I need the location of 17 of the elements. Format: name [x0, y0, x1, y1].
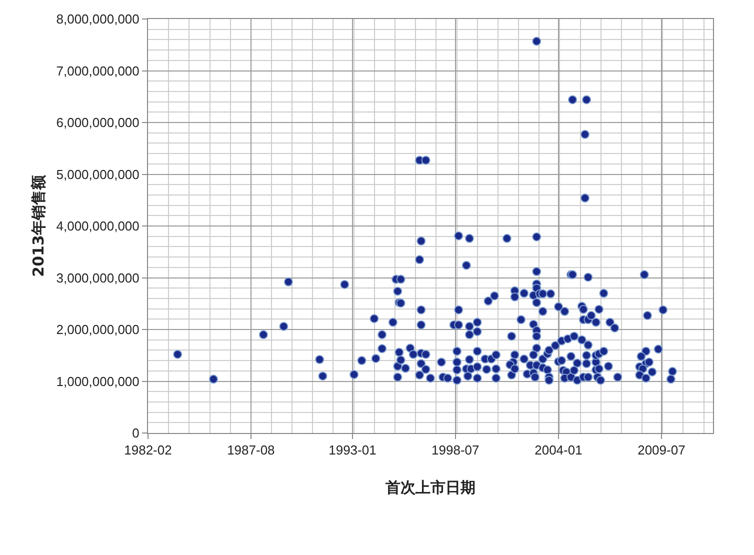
- x-tick-label: 2004-01: [534, 442, 582, 458]
- y-tick-label: 0: [132, 426, 140, 441]
- x-axis-title: 首次上市日期: [384, 478, 476, 497]
- y-tick-label: 3,000,000,000: [56, 270, 140, 286]
- x-tick-label: 2009-07: [638, 442, 686, 458]
- x-tick-label: 1993-01: [328, 442, 376, 458]
- x-tick-label: 1998-07: [432, 442, 480, 458]
- y-tick-label: 8,000,000,000: [56, 12, 140, 27]
- y-tick-label: 1,000,000,000: [56, 374, 140, 389]
- y-tick-label: 7,000,000,000: [56, 63, 140, 78]
- y-tick-label: 4,000,000,000: [56, 218, 140, 234]
- y-tick-label: 5,000,000,000: [56, 166, 140, 182]
- y-axis-title: 2013年销售额: [30, 174, 48, 277]
- x-tick-label: 1987-08: [227, 442, 275, 458]
- y-tick-label: 6,000,000,000: [56, 115, 140, 130]
- x-tick-label: 1982-02: [124, 442, 172, 458]
- y-tick-label: 2,000,000,000: [56, 322, 140, 338]
